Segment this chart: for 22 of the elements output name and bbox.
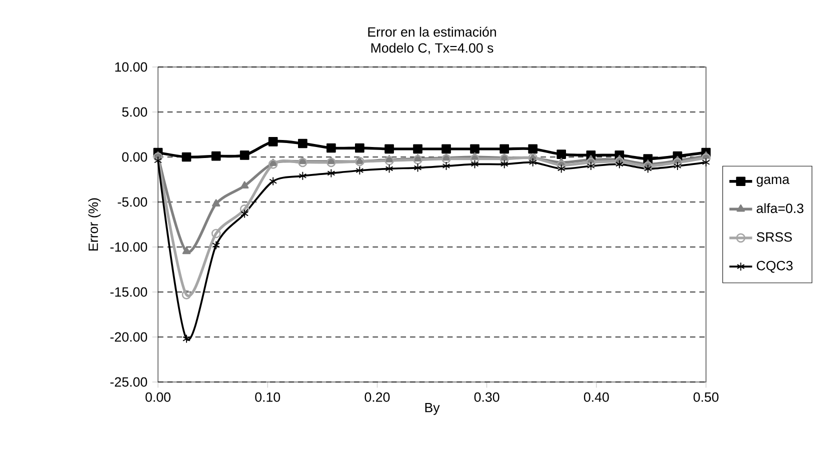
x-tick-label: 0.20 xyxy=(364,392,390,402)
legend-label: alfa=0.3 xyxy=(756,203,804,214)
y-tick-label: -10.00 xyxy=(110,242,148,252)
y-tick-label: -20.00 xyxy=(110,332,148,342)
x-tick-label: 0.30 xyxy=(474,392,500,402)
legend-label: gama xyxy=(756,176,790,187)
legend-label: CQC3 xyxy=(756,260,793,273)
chart-title: Error en la estimación xyxy=(368,26,496,37)
y-tick-label: -25.00 xyxy=(110,377,148,387)
y-axis-title: Error (%) xyxy=(88,198,101,250)
x-tick-label: 0.50 xyxy=(694,392,718,402)
legend-label: SRSS xyxy=(756,232,792,242)
y-tick-label: 5.00 xyxy=(122,107,148,117)
y-tick-label: 10.00 xyxy=(115,62,148,72)
chart-subtitle: Modelo C, Tx=4.00 s xyxy=(371,42,494,54)
y-tick-label: 0.00 xyxy=(122,152,148,162)
x-axis-title: By xyxy=(425,402,440,415)
y-tick-label: -5.00 xyxy=(118,197,148,207)
x-tick-label: 0.00 xyxy=(146,392,170,402)
y-tick-label: -15.00 xyxy=(110,287,148,297)
x-tick-label: 0.10 xyxy=(255,392,280,402)
x-tick-label: 0.40 xyxy=(584,392,609,402)
